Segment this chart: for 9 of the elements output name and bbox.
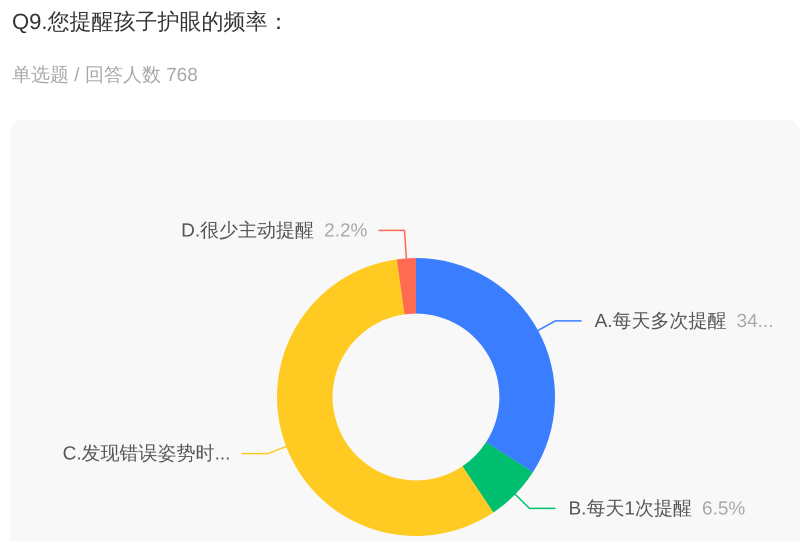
slice-label: C.发现错误姿势时... [62, 443, 230, 464]
slice-label: A.每天多次提醒 [594, 310, 727, 332]
slice-label: B.每天1次提醒 [568, 498, 692, 519]
chart-subtitle: 单选题 / 回答人数 768 [12, 64, 198, 88]
data-label: 6.5% [702, 498, 746, 519]
chart-title: Q9.您提醒孩子护眼的频率： [12, 8, 290, 36]
data-label: 34... [736, 310, 774, 332]
data-label: 2.2% [324, 220, 368, 241]
slice-label: D.很少主动提醒 [181, 218, 314, 241]
